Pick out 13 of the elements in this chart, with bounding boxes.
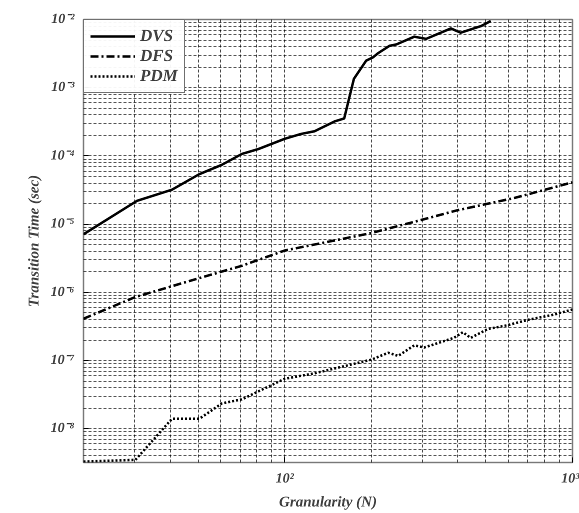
y-tick-label: 10⁻² — [51, 12, 76, 27]
x-axis-title: Granularity (N) — [279, 494, 377, 510]
legend-label: DVS — [140, 26, 174, 46]
y-tick-label: 10⁻⁴ — [50, 148, 75, 164]
x-tick-label: 10² — [276, 472, 295, 486]
y-tick-label: 10⁻⁸ — [50, 421, 75, 436]
legend-label: DFS — [140, 46, 174, 66]
y-tick-label: 10⁻⁵ — [50, 216, 75, 232]
y-tick-label: 10⁻⁷ — [50, 353, 75, 368]
legend-label: PDM — [140, 66, 178, 86]
y-axis-title: Transition Time (sec) — [26, 174, 43, 308]
y-tick-label: 10⁻⁶ — [50, 284, 75, 300]
y-tick-label: 10⁻³ — [51, 80, 76, 96]
